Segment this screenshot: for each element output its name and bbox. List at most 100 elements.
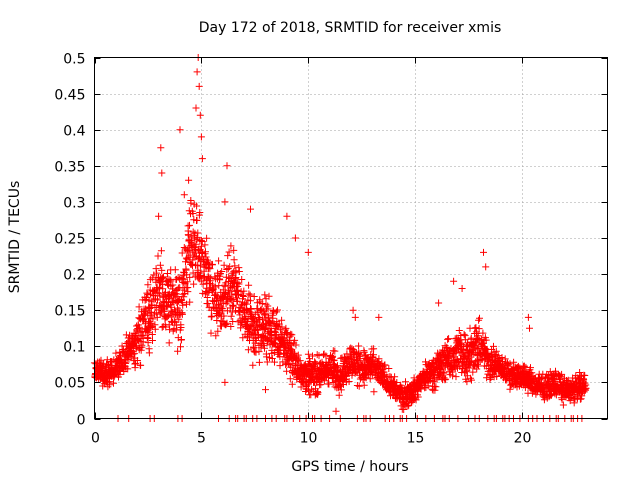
data-point [258, 300, 266, 307]
data-point [255, 348, 263, 356]
data-point [414, 393, 422, 401]
data-point [156, 310, 164, 318]
data-point [435, 299, 443, 307]
data-point [194, 229, 202, 237]
data-point [337, 386, 345, 394]
data-point [331, 347, 339, 355]
data-point [174, 347, 182, 355]
data-point [252, 348, 260, 356]
data-point [187, 199, 195, 207]
data-point [463, 378, 471, 386]
data-point [432, 383, 440, 391]
data-point [360, 381, 368, 389]
data-point [450, 277, 458, 285]
data-point [178, 275, 186, 283]
y-tick-label: 0.1 [63, 340, 85, 356]
data-point [244, 346, 252, 354]
data-point [196, 111, 204, 119]
data-point [159, 274, 167, 282]
data-point [171, 266, 179, 274]
data-point [467, 334, 475, 342]
data-point [439, 346, 447, 354]
data-point [337, 382, 344, 390]
data-point [498, 354, 506, 361]
data-point [143, 289, 151, 297]
data-point [180, 293, 188, 301]
data-point [157, 247, 165, 255]
data-point [263, 353, 271, 361]
data-point [179, 301, 187, 309]
data-point [230, 302, 238, 310]
data-point [207, 313, 215, 321]
x-tick-label: 20 [514, 431, 532, 447]
data-point [211, 283, 219, 291]
data-point [261, 326, 269, 334]
data-point [145, 349, 153, 357]
data-point [197, 269, 205, 277]
data-point [370, 345, 378, 353]
data-point [188, 260, 196, 268]
data-point [375, 355, 383, 363]
data-point [139, 338, 147, 346]
data-point [559, 401, 567, 409]
data-point [296, 357, 304, 365]
data-point [178, 249, 186, 257]
data-point [144, 281, 152, 289]
data-point [268, 355, 276, 362]
data-point [196, 262, 204, 270]
data-point [470, 361, 478, 369]
data-point [152, 278, 160, 286]
data-point [204, 300, 212, 308]
y-tick-label: 0.3 [63, 196, 85, 212]
data-point [526, 324, 533, 332]
data-point [235, 268, 243, 275]
data-point [195, 82, 203, 90]
data-point [203, 234, 211, 242]
data-point [261, 291, 269, 299]
data-point [476, 314, 483, 322]
data-point [355, 382, 363, 390]
data-point [317, 381, 325, 389]
data-point [506, 385, 514, 393]
x-tick-label: 10 [300, 431, 318, 447]
data-point [147, 319, 155, 327]
chart-title: Day 172 of 2018, SRMTID for receiver xmi… [199, 20, 502, 36]
data-point [199, 280, 207, 288]
data-point [209, 261, 216, 269]
data-point [193, 68, 201, 76]
data-point [279, 335, 287, 343]
data-point [333, 363, 341, 371]
data-point [265, 292, 273, 300]
plot-frame [94, 57, 608, 419]
data-point [143, 334, 151, 342]
data-point [171, 318, 179, 326]
data-point [467, 357, 475, 365]
data-point [202, 288, 210, 295]
data-point [245, 281, 253, 289]
data-point [325, 380, 333, 388]
data-point [564, 376, 572, 384]
data-point [278, 323, 286, 331]
data-point [391, 373, 399, 381]
data-point [469, 368, 477, 376]
data-point [576, 395, 584, 403]
data-point [291, 336, 299, 344]
data-point [189, 210, 197, 217]
data-point [229, 295, 237, 303]
data-point [208, 312, 216, 320]
data-point [149, 337, 156, 344]
data-point [203, 294, 211, 301]
y-tick-label: 0.35 [54, 160, 85, 176]
data-point [345, 378, 353, 385]
data-point [314, 389, 322, 397]
data-point [156, 261, 164, 269]
data-point [244, 318, 251, 326]
data-point [262, 386, 269, 394]
data-point [169, 281, 177, 289]
data-point [193, 216, 201, 224]
data-point [180, 191, 188, 199]
data-point [449, 368, 457, 376]
data-point [190, 280, 198, 288]
data-point [474, 332, 482, 340]
